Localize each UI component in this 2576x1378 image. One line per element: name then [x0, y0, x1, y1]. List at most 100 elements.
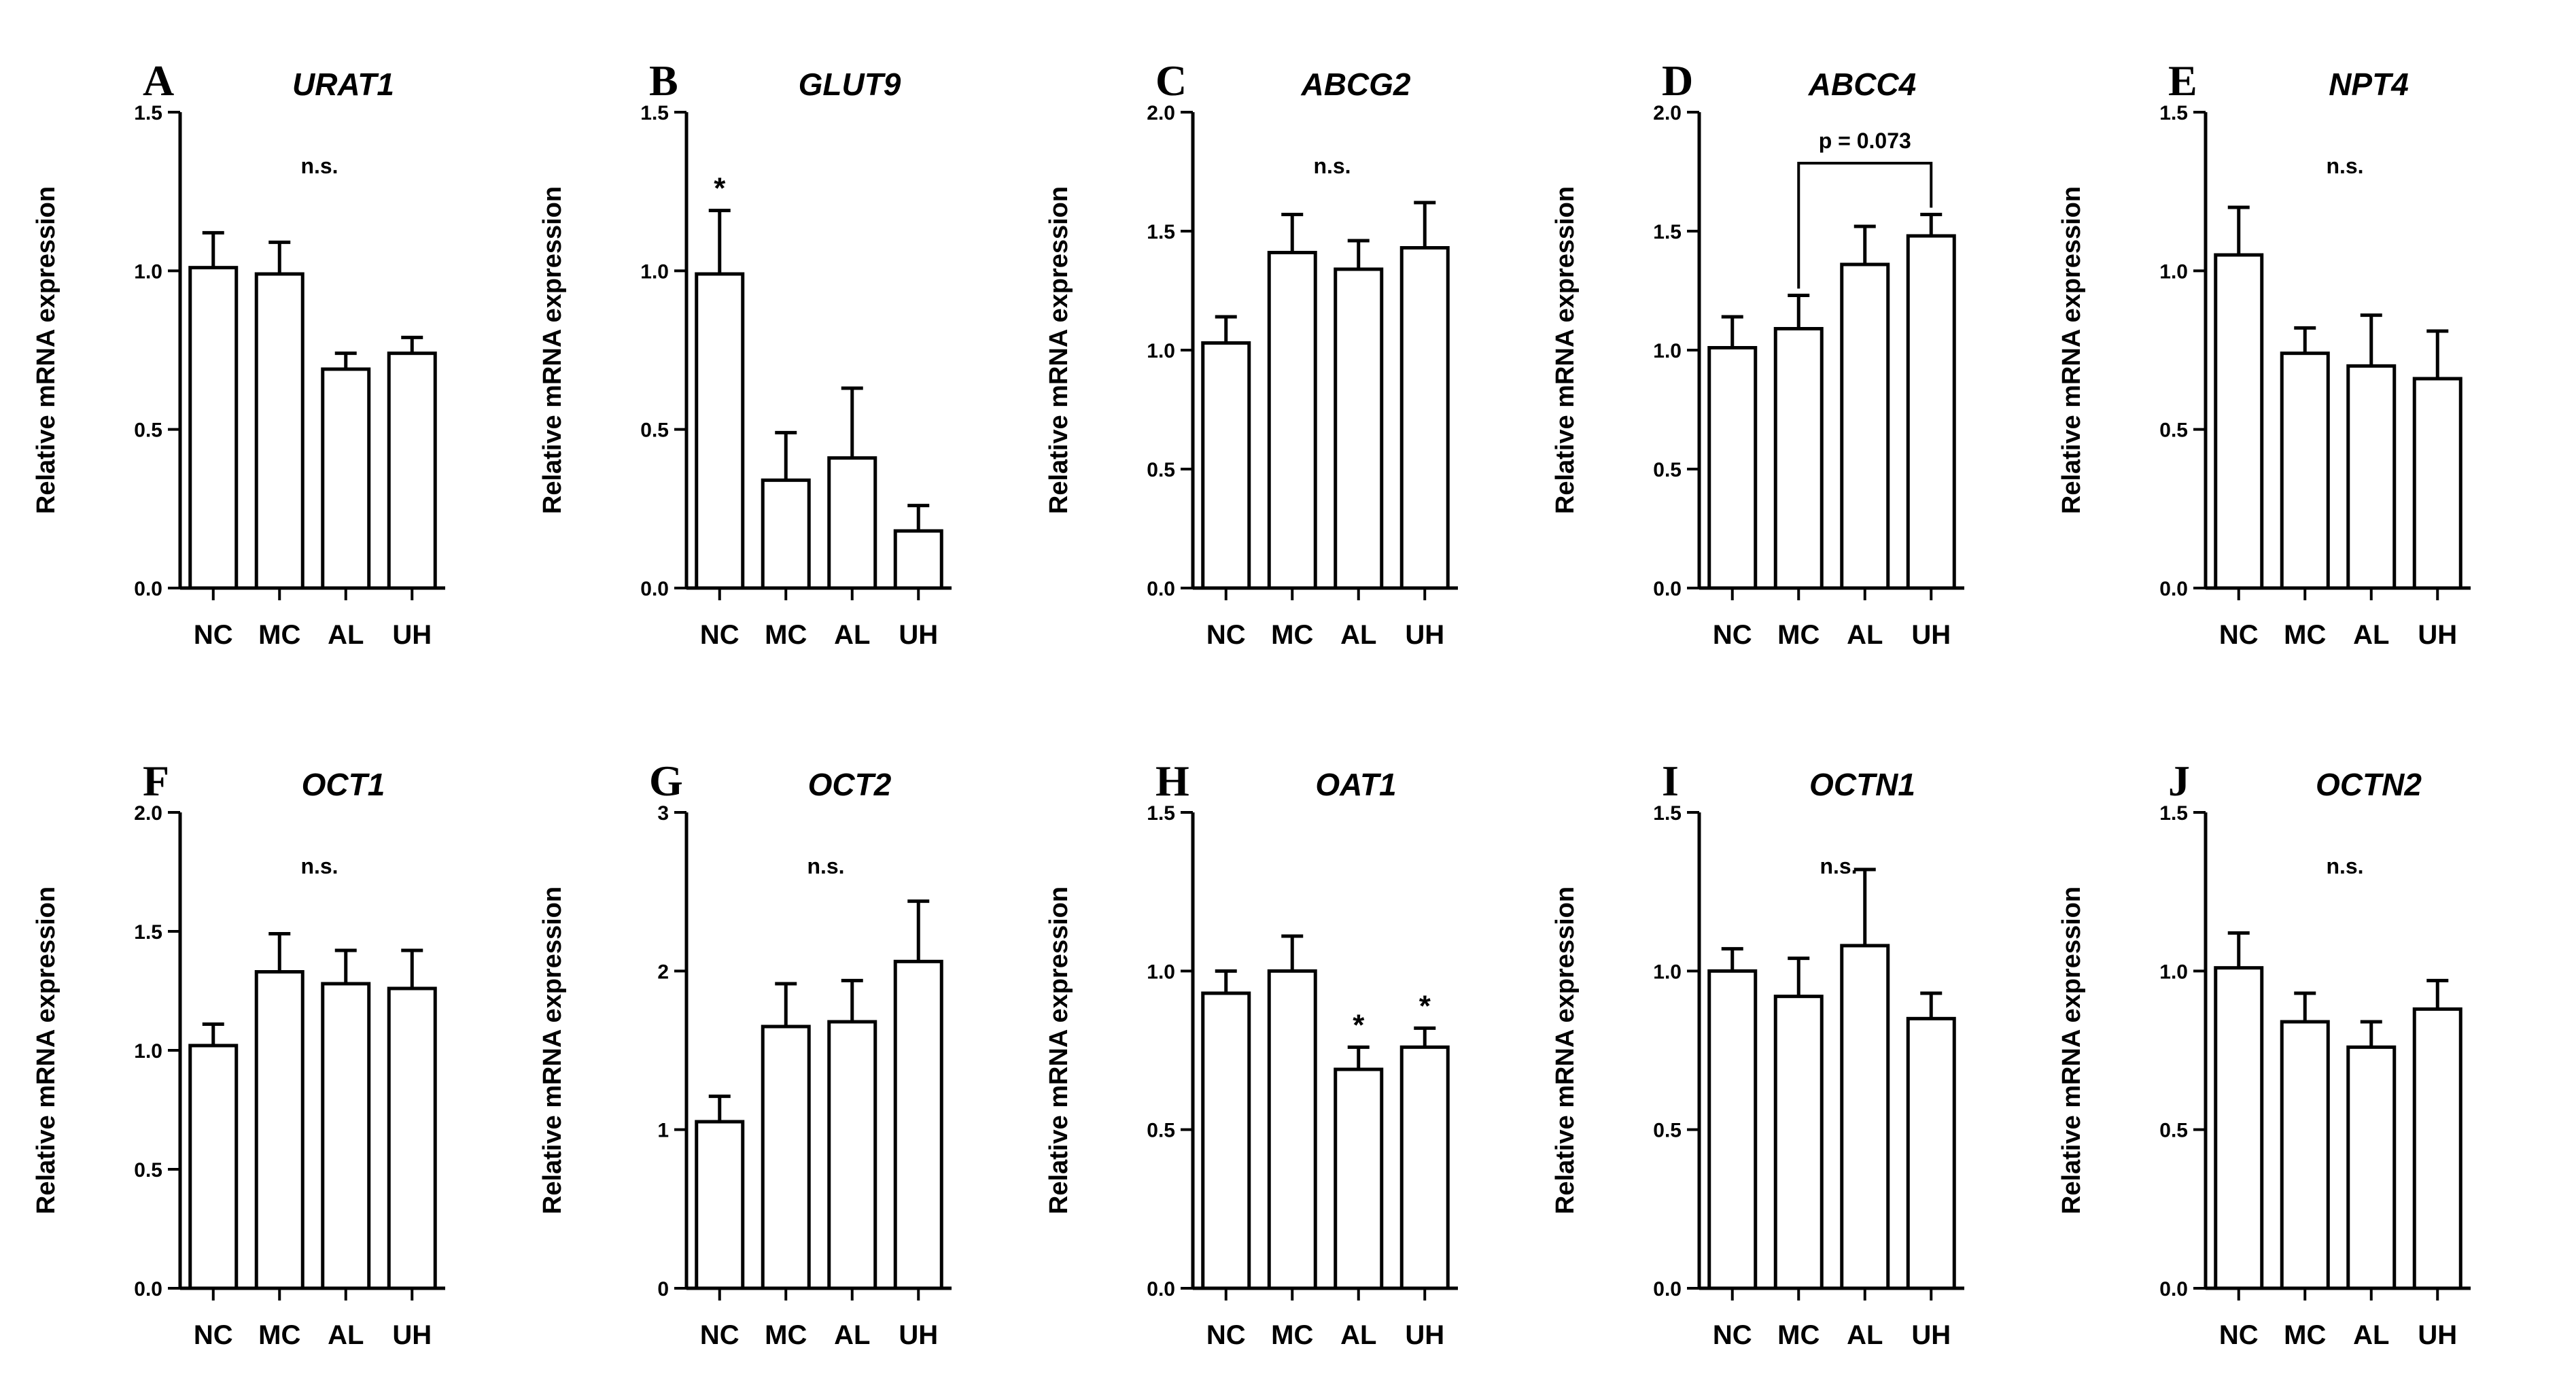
panel-d-xlabel-mc: MC: [1777, 620, 1820, 650]
panel-i-letter: I: [1662, 757, 1679, 805]
panel-h-ytick-label-3: 1.5: [1147, 802, 1175, 825]
panel-g-xlabel-nc: NC: [700, 1320, 739, 1350]
panel-j-ytick-label-2: 1.0: [2159, 961, 2188, 983]
panel-a-xlabel-mc: MC: [258, 620, 300, 650]
panel-c-ytick-label-1: 0.5: [1147, 459, 1175, 481]
panel-b-ytick-label-1: 0.5: [640, 419, 669, 442]
panel-e-annotation: n.s.: [2326, 154, 2363, 178]
panel-j: J OCTN2 Relative mRNA expression NC MC AL UH 0.…: [2057, 757, 2471, 1350]
panel-h-star-al: *: [1353, 1008, 1365, 1041]
panel-j-xlabel-al: AL: [2353, 1320, 2389, 1350]
panel-d-bar-mc: [1773, 327, 1824, 590]
panel-b-xlabel-uh: UH: [899, 620, 938, 650]
panel-j-title: OCTN2: [2316, 767, 2422, 802]
panel-j-ytick-label-3: 1.5: [2159, 802, 2188, 825]
panel-d-ytick-label-0: 0.0: [1653, 578, 1682, 600]
panel-b-star-nc: *: [714, 172, 726, 205]
panel-g-bar-mc: [761, 1024, 811, 1290]
panel-c-bar-uh: [1399, 246, 1450, 590]
panel-h-xlabel-al: AL: [1340, 1320, 1376, 1350]
panel-i-annotation: n.s.: [1820, 854, 1857, 878]
panel-b-xlabel-mc: MC: [765, 620, 807, 650]
panel-g-ytick-label-0: 0: [657, 1278, 669, 1301]
panel-b-letter: B: [649, 56, 678, 105]
panel-e-title: NPT4: [2329, 67, 2409, 102]
panel-h-ytick-label-2: 1.0: [1147, 961, 1175, 983]
panel-j-ytick-label-1: 0.5: [2159, 1120, 2188, 1142]
panel-b-bar-uh: [893, 529, 943, 590]
panel-b-bar-mc: [761, 478, 811, 590]
panel-c-ylabel: Relative mRNA expression: [1045, 186, 1073, 514]
panel-c-ytick-label-3: 1.5: [1147, 221, 1175, 243]
panel-j-ytick-label-0: 0.0: [2159, 1278, 2188, 1301]
panel-f-xlabel-mc: MC: [258, 1320, 300, 1350]
panel-g-ytick-label-3: 3: [657, 802, 669, 825]
panel-j-bar-uh: [2412, 1007, 2462, 1290]
panel-j-letter: J: [2168, 757, 2190, 805]
panel-b-title: GLUT9: [799, 67, 901, 102]
panel-b: B GLUT9 Relative mRNA expression NC MC AL UH 0.…: [538, 56, 952, 650]
panel-e-ylabel: Relative mRNA expression: [2057, 186, 2086, 514]
panel-d-ytick-label-2: 1.0: [1653, 340, 1682, 362]
panel-f-ytick-label-0: 0.0: [134, 1278, 162, 1301]
panel-a-letter: A: [143, 56, 174, 105]
panel-c-xlabel-nc: NC: [1206, 620, 1246, 650]
panel-g-ytick-label-1: 1: [657, 1120, 669, 1142]
panel-f-annotation: n.s.: [300, 854, 338, 878]
panel-a-bar-al: [321, 367, 371, 590]
panel-a-xlabel-al: AL: [328, 620, 364, 650]
panel-e: E NPT4 Relative mRNA expression NC MC AL UH 0.0…: [2057, 56, 2471, 650]
panel-e-xlabel-al: AL: [2353, 620, 2389, 650]
panel-h: H OAT1 Relative mRNA expression NC MC AL UH 0.0…: [1045, 757, 1458, 1350]
panel-d-xlabel-nc: NC: [1713, 620, 1752, 650]
panel-f-bar-al: [321, 982, 371, 1290]
panel-a-xlabel-nc: NC: [194, 620, 233, 650]
panel-i-bar-al: [1840, 944, 1890, 1290]
panel-g: G OCT2 Relative mRNA expression NC MC AL UH 0 1 2…: [538, 757, 952, 1350]
panel-i-ytick-label-2: 1.0: [1653, 961, 1682, 983]
panel-d-title: ABCC4: [1808, 67, 1916, 102]
panel-i-xlabel-uh: UH: [1911, 1320, 1951, 1350]
panel-d: D ABCC4 Relative mRNA expression NC MC AL UH 0.…: [1551, 56, 1964, 650]
panel-i-xlabel-mc: MC: [1777, 1320, 1820, 1350]
panel-h-bar-nc: [1201, 991, 1251, 1290]
panel-j-xlabel-mc: MC: [2284, 1320, 2326, 1350]
panel-d-ytick-label-1: 0.5: [1653, 459, 1682, 481]
panel-d-letter: D: [1662, 56, 1693, 105]
panel-f-xlabel-uh: UH: [392, 1320, 432, 1350]
panel-a-title: URAT1: [292, 67, 394, 102]
panel-i-bar-uh: [1906, 1016, 1956, 1290]
panel-d-xlabel-al: AL: [1847, 620, 1883, 650]
panel-h-bar-al: [1334, 1067, 1384, 1290]
panel-i-ytick-label-0: 0.0: [1653, 1278, 1682, 1301]
panel-f-bar-mc: [254, 970, 304, 1290]
panel-b-ytick-label-2: 1.0: [640, 260, 669, 283]
panel-h-bar-mc: [1267, 969, 1317, 1290]
panel-a: A URAT1 Relative mRNA expression NC MC AL UH 0.…: [32, 56, 445, 650]
panel-e-letter: E: [2168, 56, 2197, 105]
panel-j-bar-mc: [2280, 1020, 2330, 1290]
panel-d-bracket: [1797, 162, 1933, 289]
panel-g-bar-nc: [695, 1120, 745, 1290]
panel-e-xlabel-mc: MC: [2284, 620, 2326, 650]
panel-f-xlabel-nc: NC: [194, 1320, 233, 1350]
panel-e-ytick-label-0: 0.0: [2159, 578, 2188, 600]
panel-c-letter: C: [1155, 56, 1187, 105]
panel-h-star-uh: *: [1419, 989, 1431, 1022]
panel-f-letter: F: [143, 757, 169, 805]
panel-d-ytick-label-3: 1.5: [1653, 221, 1682, 243]
panel-c-xlabel-uh: UH: [1405, 620, 1444, 650]
panel-e-xlabel-nc: NC: [2219, 620, 2259, 650]
panel-e-ytick-label-2: 1.0: [2159, 260, 2188, 283]
panel-c-bar-mc: [1267, 251, 1317, 590]
panel-b-bar-al: [827, 456, 877, 590]
panel-h-xlabel-nc: NC: [1206, 1320, 1246, 1350]
panel-i-xlabel-nc: NC: [1713, 1320, 1752, 1350]
panel-f-ytick-label-2: 1.0: [134, 1040, 162, 1063]
panel-j-annotation: n.s.: [2326, 854, 2363, 878]
panel-c: C ABCG2 Relative mRNA expression NC MC AL UH 0.…: [1045, 56, 1458, 650]
panel-e-bar-mc: [2280, 351, 2330, 590]
panel-h-ytick-label-0: 0.0: [1147, 1278, 1175, 1301]
panel-a-ytick-label-0: 0.0: [134, 578, 162, 600]
panel-c-ytick-label-2: 1.0: [1147, 340, 1175, 362]
